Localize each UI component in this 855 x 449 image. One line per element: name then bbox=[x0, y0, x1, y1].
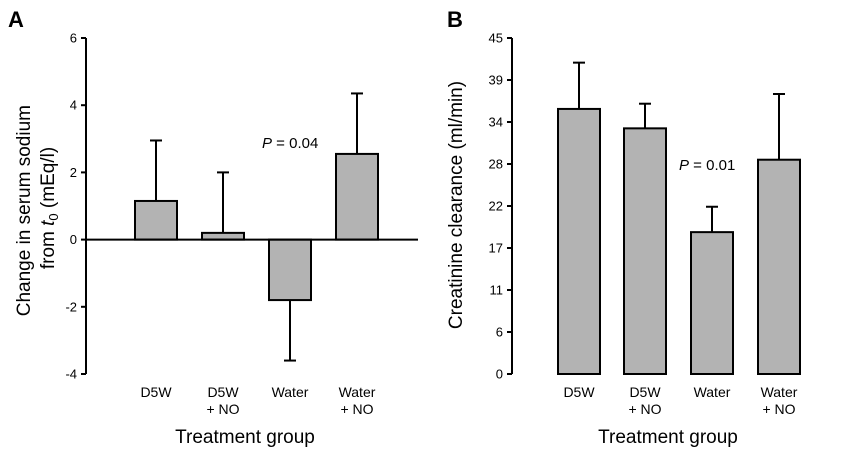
panel-a-y-axis-title-from: from bbox=[38, 226, 59, 269]
panel-b-category-label: D5W bbox=[629, 384, 661, 400]
panel-a-category-label: Water bbox=[272, 384, 309, 400]
panel-b-y-tick-label: 0 bbox=[496, 367, 503, 382]
panel-b-category-label: + NO bbox=[628, 401, 661, 417]
panel-a-bar bbox=[268, 238, 312, 302]
panel-b-x-axis-title: Treatment group bbox=[598, 427, 738, 448]
panel-b-y-axis-title: Creatinine clearance (ml/min) bbox=[446, 81, 467, 329]
panel-a-y-tick-label: -2 bbox=[65, 299, 77, 314]
panel-a-x-axis-title: Treatment group bbox=[175, 427, 315, 448]
panel-a-category-label: + NO bbox=[340, 401, 373, 417]
panel-b-p-value: P = 0.01 bbox=[679, 157, 735, 174]
panel-a-y-axis-title-unit: (mEq/l) bbox=[38, 147, 59, 214]
panel-a-y-axis-title: Change in serum sodium from t0 (mEq/l) bbox=[14, 100, 61, 317]
panel-a-y-tick-label: 2 bbox=[70, 165, 77, 180]
panel-a-category-label: Water bbox=[339, 384, 376, 400]
panel-b-y-axis: 0 6 11 17 22 28 34 39 45 bbox=[489, 31, 513, 382]
panel-b-bar bbox=[690, 231, 734, 375]
panel-a-y-axis-title-t: t bbox=[38, 220, 59, 226]
panel-b-category-label: + NO bbox=[762, 401, 795, 417]
panel-b-y-tick-label: 6 bbox=[496, 325, 503, 340]
panel-a-y-axis-title-line1: Change in serum sodium bbox=[14, 105, 35, 316]
panel-a-y-tick-label: 0 bbox=[70, 232, 77, 247]
panel-b-p-letter: P bbox=[679, 157, 689, 174]
panel-b-category-label: D5W bbox=[563, 384, 595, 400]
panel-a-bars bbox=[86, 92, 418, 362]
panel-b-y-tick-label: 45 bbox=[489, 31, 503, 46]
panel-b-bar bbox=[757, 158, 801, 375]
panel-b-category-label: Water bbox=[761, 384, 798, 400]
panel-a-p-text: = 0.04 bbox=[272, 135, 318, 152]
panel-a-bar bbox=[335, 152, 379, 241]
panel-a-y-tick-label: -4 bbox=[65, 367, 77, 382]
panel-b-category-label: Water bbox=[694, 384, 731, 400]
panel-a-bar bbox=[134, 199, 178, 241]
panel-b-p-text: = 0.01 bbox=[689, 157, 735, 174]
panel-b-bar bbox=[557, 107, 601, 376]
panel-b-bar bbox=[623, 127, 667, 375]
panel-a-p-letter: P bbox=[262, 135, 272, 152]
panel-b-letter: B bbox=[447, 7, 463, 32]
panel-b-bars bbox=[557, 61, 801, 376]
panel-b-y-tick-label: 17 bbox=[489, 241, 503, 256]
panel-a-letter: A bbox=[8, 7, 24, 32]
panel-a-category-label: + NO bbox=[206, 401, 239, 417]
panel-a-category-label: D5W bbox=[207, 384, 239, 400]
panel-a-y-axis: -4 -2 0 2 4 6 bbox=[65, 31, 87, 382]
panel-b-y-tick-label: 39 bbox=[489, 73, 503, 88]
panel-a-y-tick-label: 6 bbox=[70, 31, 77, 46]
panel-a-y-tick-label: 4 bbox=[70, 98, 77, 113]
panel-b-y-tick-label: 22 bbox=[489, 199, 503, 214]
panel-a-p-value: P = 0.04 bbox=[262, 135, 318, 152]
panel-b-y-tick-label: 11 bbox=[490, 283, 504, 298]
panel-b-y-tick-label: 28 bbox=[489, 157, 503, 172]
panel-b-y-tick-label: 34 bbox=[489, 115, 503, 130]
panel-a-bar bbox=[201, 231, 245, 241]
panel-a-category-label: D5W bbox=[140, 384, 172, 400]
panel-a-y-axis-title-sub: 0 bbox=[46, 213, 61, 220]
